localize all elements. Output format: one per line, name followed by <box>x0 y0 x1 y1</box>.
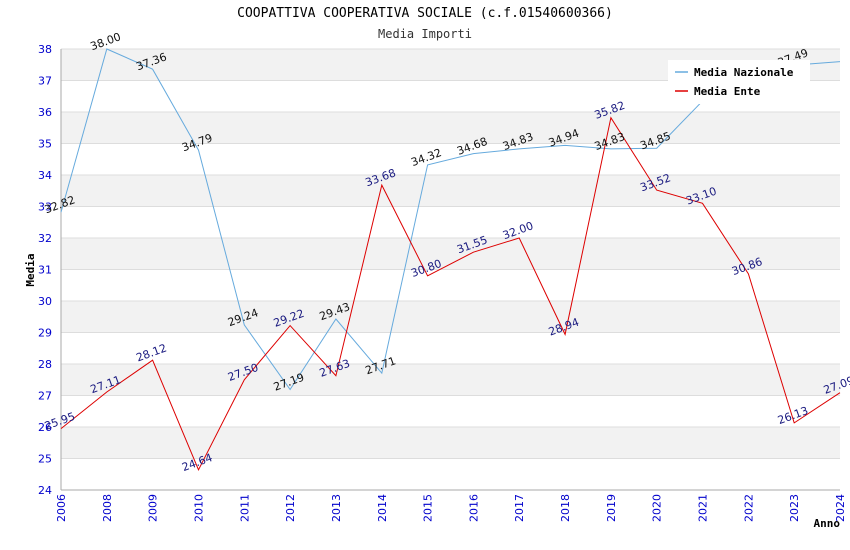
x-tick-label: 2009 <box>147 494 160 522</box>
y-tick-label: 24 <box>38 484 52 497</box>
y-tick-label: 33 <box>38 201 52 214</box>
grid-band <box>61 238 840 270</box>
data-label-media-nazionale: 32.82 <box>43 193 77 216</box>
grid-band <box>61 427 840 459</box>
grid-lines <box>61 48 840 491</box>
x-tick-label: 2022 <box>742 494 755 522</box>
data-label-media-nazionale: 34.32 <box>409 146 443 169</box>
chart-title: COOPATTIVA COOPERATIVA SOCIALE (c.f.0154… <box>237 6 613 21</box>
x-axis-title: Anno <box>814 517 841 530</box>
grid-band <box>61 301 840 333</box>
y-tick-label: 26 <box>38 421 52 434</box>
x-tick-label: 2024 <box>834 494 847 522</box>
series-line-media-ente <box>60 116 841 471</box>
grid-bands <box>61 49 840 459</box>
y-tick-label: 38 <box>38 43 52 56</box>
axes <box>60 49 840 491</box>
x-tick-label: 2017 <box>513 494 526 522</box>
data-label-media-ente: 26.13 <box>776 404 810 427</box>
x-tick-label: 2013 <box>330 494 343 522</box>
x-tick-label: 2006 <box>55 494 68 522</box>
y-tick-label: 35 <box>38 138 52 151</box>
y-tick-label: 30 <box>38 295 52 308</box>
x-tick-label: 2021 <box>697 494 710 522</box>
x-tick-label: 2020 <box>651 494 664 522</box>
legend-background <box>668 60 810 104</box>
y-tick-label: 29 <box>38 327 52 340</box>
x-tick-label: 2019 <box>605 494 618 522</box>
legend: Media Nazionale Media Ente <box>668 60 810 104</box>
y-tick-label: 37 <box>38 75 52 88</box>
y-tick-label: 28 <box>38 358 52 371</box>
grid-band <box>61 364 840 396</box>
y-tick-label: 27 <box>38 390 52 403</box>
x-tick-labels: 2006 2008 2009 2010 2011 2012 2013 2014 2015 2016… <box>55 494 847 522</box>
x-tick-label: 2016 <box>467 494 480 522</box>
y-tick-label: 31 <box>38 264 52 277</box>
x-tick-label: 2023 <box>788 494 801 522</box>
y-axis-title: Media <box>24 253 37 286</box>
x-tick-label: 2018 <box>559 494 572 522</box>
x-tick-label: 2010 <box>192 494 205 522</box>
y-tick-label: 36 <box>38 106 52 119</box>
x-tick-label: 2012 <box>284 494 297 522</box>
x-tick-label: 2015 <box>422 494 435 522</box>
grid-band <box>61 112 840 144</box>
y-tick-labels: 24 25 26 27 28 29 30 31 32 33 34 35 36 37 38 <box>38 43 52 497</box>
y-tick-label: 34 <box>38 169 52 182</box>
y-tick-label: 25 <box>38 453 52 466</box>
x-tick-label: 2011 <box>238 494 251 522</box>
legend-label-media-ente: Media Ente <box>694 85 761 98</box>
chart-subtitle: Media Importi <box>378 27 472 41</box>
grid-band <box>61 175 840 207</box>
legend-label-media-nazionale: Media Nazionale <box>694 66 794 79</box>
y-tick-label: 32 <box>38 232 52 245</box>
x-tick-label: 2014 <box>376 494 389 522</box>
x-tick-label: 2008 <box>101 494 114 522</box>
